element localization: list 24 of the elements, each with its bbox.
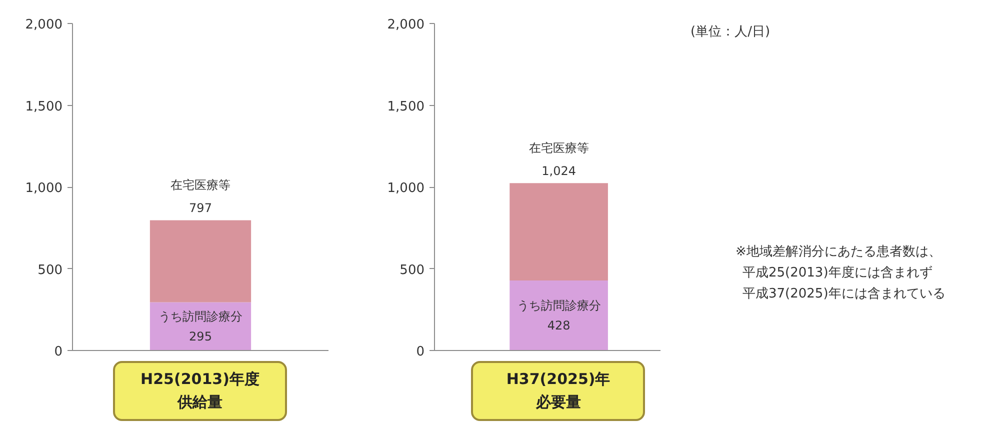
total-label: 797: [189, 201, 212, 216]
y-tick-label: 500: [400, 262, 425, 278]
text: 在宅医療等: [528, 141, 589, 156]
y-tick-label: 1,000: [25, 181, 62, 196]
text: 平成25(2013)年度には含まれず: [742, 264, 932, 280]
series-label: うち訪問診療分: [158, 309, 242, 324]
series-label: うち訪問診療分: [516, 298, 601, 313]
data-label: 428: [547, 318, 570, 333]
text: 平成37(2025)年には含まれている: [742, 286, 946, 302]
y-tick-label: 1,000: [387, 181, 424, 196]
text: 在宅医療等: [170, 178, 230, 192]
x-tick-label: H25(2013)年度供給量: [140, 369, 260, 413]
text: (単位：人/日): [690, 24, 770, 40]
x-tick-label: H37(2025)年必要量: [506, 369, 610, 413]
text: ※地域差解消分にあたる患者数は、: [736, 244, 942, 260]
y-tick-label: 0: [416, 344, 425, 360]
y-tick-label: 1,500: [25, 99, 62, 114]
data-label: 295: [189, 329, 212, 344]
y-tick-label: 0: [54, 344, 63, 360]
total-label: 1,024: [542, 164, 576, 178]
y-tick-label: 2,000: [387, 18, 424, 32]
y-tick-label: 500: [38, 262, 63, 278]
y-tick-label: 1,500: [387, 99, 424, 114]
y-tick-label: 2,000: [25, 18, 62, 32]
